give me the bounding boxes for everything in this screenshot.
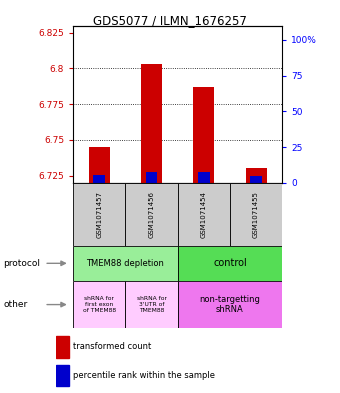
Text: shRNA for
first exon
of TMEM88: shRNA for first exon of TMEM88 <box>83 296 116 313</box>
Bar <box>94 175 105 183</box>
Bar <box>56 365 69 386</box>
Bar <box>73 281 125 328</box>
Bar <box>89 147 110 183</box>
Bar <box>141 64 162 183</box>
Bar <box>177 246 282 281</box>
Bar <box>230 183 282 246</box>
Bar <box>193 87 214 183</box>
Bar <box>56 336 69 358</box>
Text: control: control <box>213 258 247 268</box>
Text: GSM1071456: GSM1071456 <box>149 191 154 238</box>
Text: GDS5077 / ILMN_1676257: GDS5077 / ILMN_1676257 <box>93 14 247 27</box>
Bar <box>146 172 157 183</box>
Text: transformed count: transformed count <box>73 342 151 351</box>
Bar <box>177 281 282 328</box>
Bar <box>73 183 125 246</box>
Text: GSM1071454: GSM1071454 <box>201 191 207 238</box>
Bar <box>125 183 177 246</box>
Text: TMEM88 depletion: TMEM88 depletion <box>86 259 164 268</box>
Bar <box>177 183 230 246</box>
Text: GSM1071455: GSM1071455 <box>253 191 259 238</box>
Text: protocol: protocol <box>3 259 40 268</box>
Bar <box>73 246 177 281</box>
Bar <box>198 172 209 183</box>
Bar <box>250 176 262 183</box>
Bar <box>245 169 267 183</box>
Text: GSM1071457: GSM1071457 <box>96 191 102 238</box>
Text: shRNA for
3'UTR of
TMEM88: shRNA for 3'UTR of TMEM88 <box>137 296 167 313</box>
Text: other: other <box>3 300 28 309</box>
Text: percentile rank within the sample: percentile rank within the sample <box>73 371 215 380</box>
Bar <box>125 281 177 328</box>
Text: non-targetting
shRNA: non-targetting shRNA <box>200 295 260 314</box>
